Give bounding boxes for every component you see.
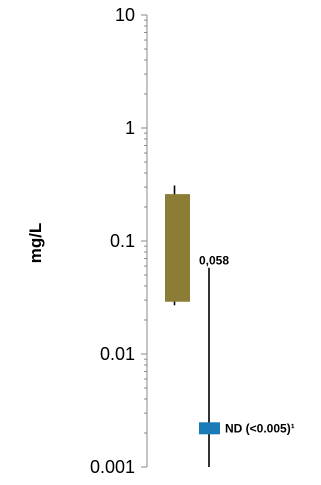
y-tick-label: 0.001 <box>90 457 135 477</box>
data-label-marker: ND (<0.005)¹ <box>225 421 295 435</box>
plot-area: 0,058 ND (<0.005)¹ <box>165 185 295 467</box>
y-tick-label: 0.01 <box>100 344 135 364</box>
y-axis: 10 1 0.1 0.01 0.001 <box>90 5 148 477</box>
box-body <box>165 194 190 302</box>
y-tick-label: 0.1 <box>110 231 135 251</box>
data-label-high: 0,058 <box>199 254 229 268</box>
y-tick-label: 10 <box>115 5 135 25</box>
range-marker <box>199 422 220 435</box>
y-tick-label: 1 <box>125 118 135 138</box>
y-axis-label: mg/L <box>26 223 45 264</box>
